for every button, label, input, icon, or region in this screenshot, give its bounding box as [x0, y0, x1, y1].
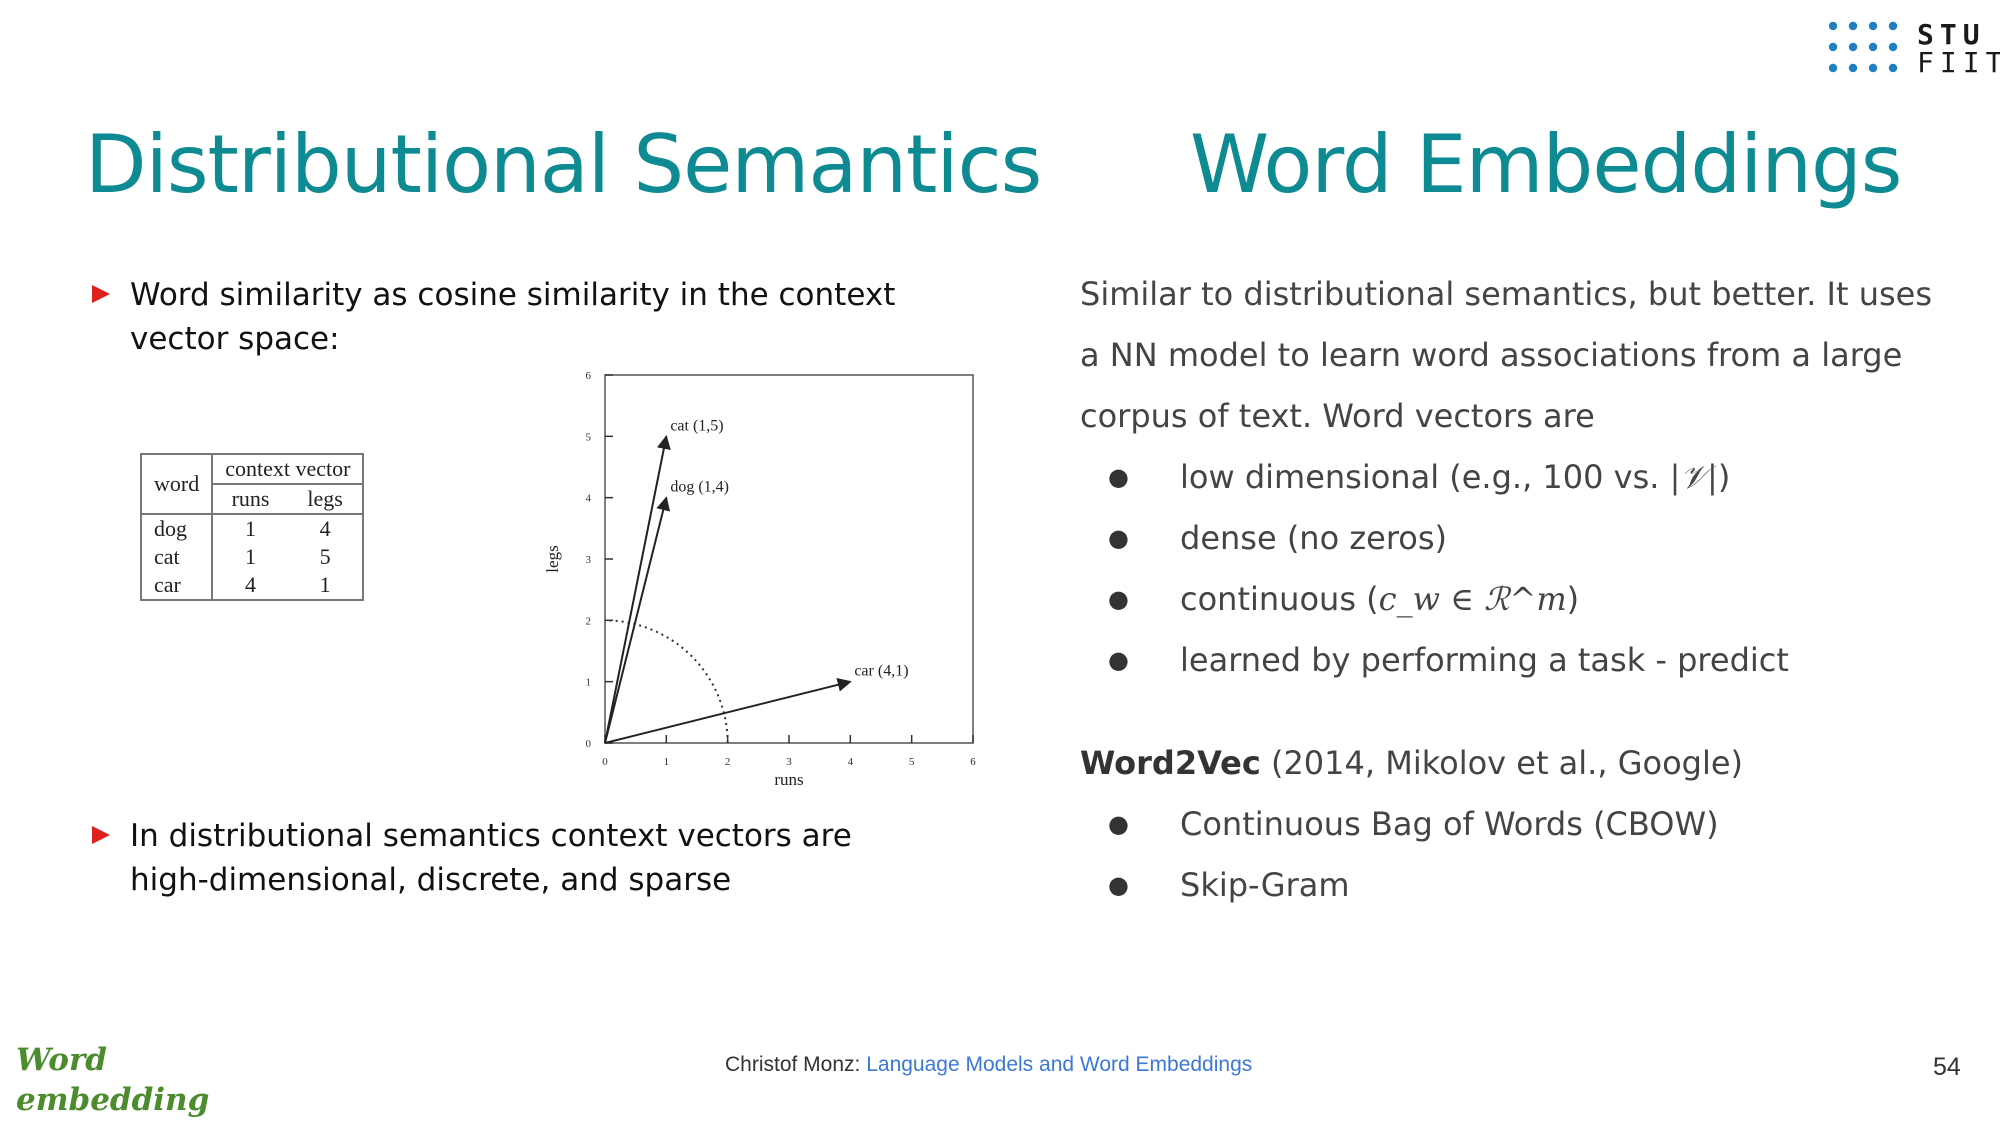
logo-dot: [1888, 21, 1898, 31]
table-subheader-legs: legs: [287, 483, 365, 515]
logo-dot: [1828, 21, 1838, 31]
vector-space-math: c_w ∈ ℛ^m: [1378, 580, 1567, 618]
word2vec-name: Word2Vec: [1080, 744, 1261, 782]
footer-logo-line1: Word: [16, 1042, 107, 1078]
x-tick-label: 2: [725, 756, 731, 768]
logo-text-line1: STU: [1917, 18, 1986, 51]
table-cell-runs: 4: [212, 571, 288, 601]
table-header-context-vector: context vector: [211, 453, 365, 485]
plot-frame: [604, 374, 974, 744]
angle-arc: [604, 619, 729, 744]
table-cell-legs: 1: [287, 571, 365, 601]
table-subheader-runs: runs: [211, 483, 288, 515]
y-tick-label: 1: [586, 677, 592, 689]
slide-title-left: Distributional Semantics: [85, 118, 1042, 211]
table-cell-runs: 1: [245, 516, 257, 541]
table-row: dog 1 4: [139, 514, 365, 543]
logo-dot: [1888, 42, 1898, 52]
x-tick-label: 6: [970, 756, 976, 768]
list-item: Continuous Bag of Words (CBOW): [1080, 794, 1980, 855]
y-axis-label: legs: [543, 545, 562, 572]
logo-dot: [1888, 63, 1898, 73]
table-header-word: word: [139, 453, 214, 515]
x-tick-label: 4: [848, 756, 854, 768]
list-item: dense (no zeros): [1080, 508, 1980, 569]
right-column: Similar to distributional semantics, but…: [1080, 264, 1980, 916]
table-row: cat 1 5: [139, 543, 365, 571]
y-tick-label: 6: [586, 370, 592, 382]
vector-arrow: [604, 677, 852, 744]
point-label: dog (1,4): [670, 479, 729, 496]
context-vector-chart: 0 1 2 3 4 5 6 0 1 2 3 4 5 6 runs legs cat (1,5) dog (1,4)…: [543, 370, 976, 789]
item-after: ): [1717, 458, 1731, 496]
red-triangle-bullet-icon: [92, 826, 110, 844]
word-vector-properties-list: low dimensional (e.g., 100 vs. |𝒱|) dens…: [1080, 447, 1980, 691]
word2vec-citation: (2014, Mikolov et al., Google): [1260, 744, 1744, 782]
y-tick-label: 5: [586, 431, 592, 443]
stu-fiit-logo: STU FIIT: [1825, 18, 2000, 79]
left-bullet-2-text: In distributional semantics context vect…: [130, 818, 852, 898]
x-tick-label: 5: [909, 756, 915, 768]
table-cell-legs: 4: [287, 514, 365, 543]
item-after: ): [1566, 580, 1580, 618]
y-tick-label: 4: [586, 493, 592, 505]
x-axis-label: runs: [774, 770, 803, 789]
point-label: car (4,1): [854, 663, 908, 680]
logo-dot: [1848, 63, 1858, 73]
x-tick-label: 1: [664, 756, 670, 768]
footer-word-embedding-logo: Word embedding: [16, 1040, 209, 1120]
table-cell-legs: 5: [287, 543, 365, 571]
word2vec-line: Word2Vec (2014, Mikolov et al., Google): [1080, 733, 1980, 794]
y-tick-label: 0: [586, 738, 592, 750]
footer-author: Christof Monz:: [725, 1053, 867, 1076]
y-tick-label: 2: [586, 615, 592, 627]
y-tick-label: 3: [586, 554, 592, 566]
red-triangle-bullet-icon: [92, 285, 110, 303]
left-bullet-1: Word similarity as cosine similarity in …: [92, 273, 992, 361]
slide-title-right: Word Embeddings: [1190, 118, 1902, 211]
logo-dot: [1868, 42, 1878, 52]
list-item: Skip-Gram: [1080, 855, 1980, 916]
logo-text-line2: FIIT: [1917, 46, 2000, 79]
point-label: cat (1,5): [670, 417, 723, 434]
logo-dot: [1868, 63, 1878, 73]
item-text: learned by performing a task - predict: [1180, 641, 1789, 679]
left-bullet-2: In distributional semantics context vect…: [92, 814, 912, 902]
footer-logo-line2: embedding: [16, 1082, 210, 1118]
list-item: learned by performing a task - predict: [1080, 630, 1980, 691]
table-cell-word: car: [139, 571, 214, 601]
item-text: dense (no zeros): [1180, 519, 1447, 557]
vector-arrow: [604, 434, 671, 744]
logo-dot: [1868, 21, 1878, 31]
footer-source-link[interactable]: Language Models and Word Embeddings: [866, 1053, 1253, 1076]
vector-arrow: [604, 496, 671, 744]
x-tick-label: 0: [602, 756, 608, 768]
context-vector-table: word context vector runs legs dog 1 4 ca…: [139, 453, 365, 601]
footer-credit: Christof Monz: Language Models and Word …: [725, 1053, 1252, 1077]
word2vec-models-list: Continuous Bag of Words (CBOW) Skip-Gram: [1080, 794, 1980, 916]
list-item: continuous (c_w ∈ ℛ^m): [1080, 569, 1980, 630]
logo-dots-icon: [1828, 21, 1898, 73]
item-text: continuous (: [1180, 580, 1379, 618]
intro-paragraph: Similar to distributional semantics, but…: [1080, 275, 1933, 435]
table-cell-word: dog: [139, 514, 214, 543]
logo-dot: [1828, 42, 1838, 52]
logo-dot: [1848, 42, 1858, 52]
list-item: low dimensional (e.g., 100 vs. |𝒱|): [1080, 447, 1980, 508]
logo-dot: [1848, 21, 1858, 31]
item-text: low dimensional (e.g., 100 vs.: [1180, 458, 1670, 496]
left-bullet-1-text: Word similarity as cosine similarity in …: [130, 277, 896, 357]
vocab-size-math: |𝒱|: [1669, 458, 1718, 496]
table-cell-word: cat: [139, 543, 214, 571]
table-row: car 4 1: [139, 571, 365, 601]
logo-dot: [1828, 63, 1838, 73]
table-cell-runs: 1: [245, 544, 257, 569]
page-number: 54: [1933, 1053, 1961, 1081]
x-tick-label: 3: [786, 756, 792, 768]
